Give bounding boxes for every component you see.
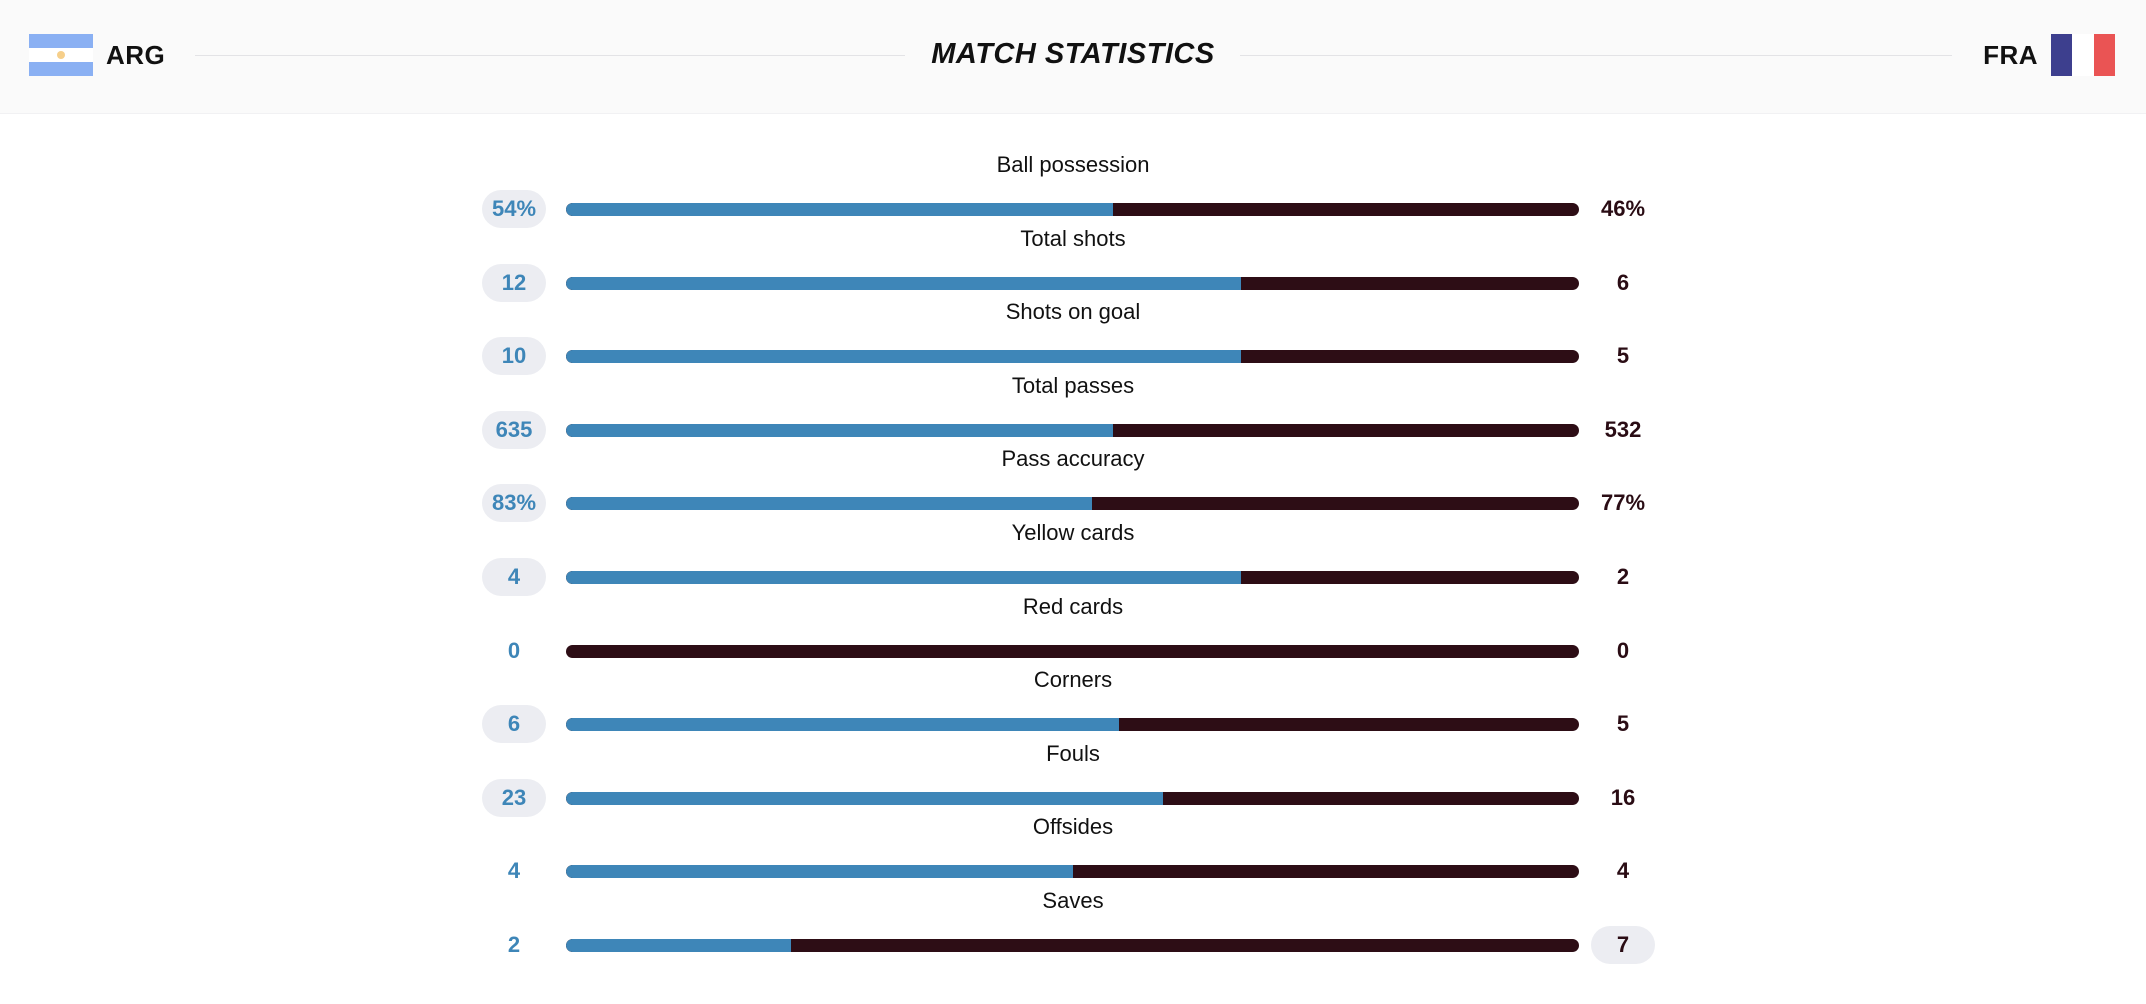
away-team-code: FRA: [1983, 40, 2038, 70]
stat-label: Offsides: [1032, 814, 1114, 840]
stat-comparison-bar: [566, 203, 1579, 216]
stat-comparison-bar: [566, 791, 1579, 805]
stat-label: Total passes: [1011, 372, 1135, 398]
stat-comparison-bar: [566, 644, 1579, 658]
header-divider-left: [195, 55, 905, 56]
home-stat-value: 4: [482, 558, 546, 596]
stat-label: Fouls: [1046, 740, 1100, 766]
away-stat-value: 6: [1616, 269, 1630, 295]
stat-comparison-bar: [566, 276, 1579, 290]
home-share-fill: [566, 791, 1164, 805]
home-stat-value: 10: [482, 337, 546, 376]
france-flag-icon: [2051, 34, 2115, 76]
stat-comparison-bar: [566, 571, 1579, 584]
stat-row: Ball possession 54% 46%: [0, 150, 2146, 228]
home-stat-value: 54%: [482, 190, 546, 228]
stat-comparison-bar: [566, 350, 1579, 364]
stat-comparison-bar: [566, 939, 1579, 952]
away-stat-value: 46%: [1600, 196, 1646, 221]
home-stat-value: 6: [482, 705, 546, 744]
stat-row: Offsides 4 4: [0, 812, 2146, 886]
stat-row: Yellow cards 4 2: [0, 518, 2146, 596]
stat-label: Corners: [1033, 667, 1113, 693]
argentina-flag-icon: [29, 34, 93, 76]
stat-row: Saves 2 7: [0, 886, 2146, 964]
home-stat-value: 2: [507, 932, 521, 957]
away-stat-value: 4: [1616, 858, 1630, 884]
stat-label: Ball possession: [996, 152, 1150, 177]
home-share-fill: [566, 276, 1242, 290]
stat-comparison-bar: [566, 718, 1579, 732]
away-stat-value: 16: [1610, 784, 1636, 810]
stat-row: Total passes 635 532: [0, 371, 2146, 449]
home-share-fill: [566, 423, 1114, 437]
stat-row: Corners 6 5: [0, 665, 2146, 744]
stat-comparison-bar: [566, 865, 1579, 879]
stat-row: Shots on goal 10 5: [0, 297, 2146, 376]
stat-row: Fouls 23 16: [0, 739, 2146, 817]
home-stat-value: 4: [507, 858, 521, 884]
away-stat-value: 2: [1616, 564, 1630, 589]
home-stat-value: 635: [482, 410, 546, 449]
stat-row: Red cards 0 0: [0, 592, 2146, 666]
stat-label: Shots on goal: [1005, 299, 1141, 325]
stat-label: Saves: [1042, 888, 1104, 913]
stat-label: Pass accuracy: [1001, 446, 1145, 472]
home-stat-value: 83%: [482, 484, 546, 523]
away-stat-value: 7: [1591, 926, 1655, 964]
home-share-fill: [566, 865, 1073, 879]
stat-row: Pass accuracy 83% 77%: [0, 444, 2146, 523]
header-divider-right: [1240, 55, 1952, 56]
home-share-fill: [566, 497, 1092, 511]
away-stat-value: 532: [1604, 416, 1642, 442]
home-share-fill: [566, 718, 1119, 732]
home-stat-value: 23: [482, 778, 546, 817]
home-share-fill: [566, 571, 1242, 584]
home-stat-value: 0: [507, 637, 521, 663]
stat-label: Yellow cards: [1011, 520, 1135, 545]
away-stat-value: 5: [1616, 711, 1630, 737]
away-stat-value: 0: [1616, 637, 1630, 663]
stat-label: Total shots: [1020, 225, 1126, 251]
stat-comparison-bar: [566, 423, 1579, 437]
home-share-fill: [566, 350, 1242, 364]
away-stat-value: 5: [1616, 343, 1630, 369]
page-title: MATCH STATISTICS: [931, 38, 1215, 70]
stat-comparison-bar: [566, 497, 1579, 511]
home-team-code: ARG: [106, 40, 166, 70]
away-stat-value: 77%: [1600, 490, 1646, 516]
stat-row: Total shots 12 6: [0, 224, 2146, 302]
home-share-fill: [566, 939, 792, 952]
stat-label: Red cards: [1022, 593, 1124, 619]
match-statistics-header: ARG MATCH STATISTICS FRA: [0, 0, 2146, 114]
home-stat-value: 12: [482, 263, 546, 302]
home-share-fill: [566, 203, 1114, 216]
